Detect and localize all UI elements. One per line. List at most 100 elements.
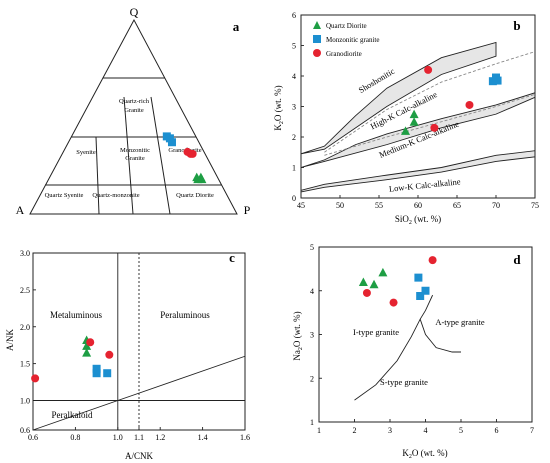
panel-c-granodiorite-point-3: [105, 350, 114, 359]
panel-d-monzonitic-granite-point-1: [414, 273, 423, 282]
panel-c-x-tick-label-0.8: 0.8: [70, 433, 80, 442]
panel-a: Q A P a Quartz-rich Granite Syenite Monz…: [16, 5, 251, 217]
panel-b-quartz-diorite-point-3: [409, 109, 419, 119]
field-label-metaluminous: Metaluminous: [50, 310, 102, 320]
panel-d-ticks: 1 2 3 4 5 6 7 1 2 3 4 5: [310, 243, 534, 435]
panel-b-x-tick-label-60: 60: [414, 201, 422, 210]
panel-b-x-axis-label: SiO2 (wt. %): [395, 214, 441, 226]
panel-b-y-tick-label-2: 2: [292, 133, 296, 142]
panel-b-granodiorite-point-2: [430, 123, 439, 132]
panel-c-x-tick-label-0.6: 0.6: [28, 433, 38, 442]
panel-b-y-axis-label: K2O (wt. %): [273, 85, 285, 130]
panel-letter-c: c: [229, 250, 235, 265]
field-label-quartz-syenite: Quartz Syenite: [45, 192, 84, 199]
panel-letter-b: b: [513, 18, 520, 33]
panel-letter-a: a: [233, 19, 240, 34]
panel-d-x-axis-label: K2O (wt. %): [402, 448, 447, 460]
panel-d-monzonitic-granite-point-3: [421, 286, 430, 295]
field-label-peralkaloid: Peralkaloid: [52, 410, 93, 420]
field-label-quartz-monzonite: Quartz-monzonite: [92, 192, 139, 199]
panel-c-y-tick-label-2.5: 2.5: [20, 286, 30, 295]
panel-c-y-tick-label-1.0: 1.0: [20, 397, 30, 406]
panel-c-x-tick-label-1.0: 1.0: [113, 433, 123, 442]
panel-b-series-bands: [300, 41, 536, 193]
panel-d-quartz-diorite-point-2: [369, 279, 379, 289]
panel-d-x-tick-label-7: 7: [530, 426, 534, 435]
field-label-syenite: Syenite: [76, 149, 96, 156]
panel-c-x-tick-label-1.2: 1.2: [155, 433, 165, 442]
panel-d-y-axis-label: Na2O (wt. %): [292, 311, 304, 360]
field-label-s-type: S-type granite: [380, 377, 428, 387]
panel-b-y-tick-label-5: 5: [292, 42, 296, 51]
panel-c-quartz-diorite-point-2: [82, 341, 92, 350]
panel-c-y-tick-label-1.5: 1.5: [20, 360, 30, 369]
panel-c-y-axis-label: A/NK: [5, 329, 15, 351]
panel-a-monzonitic-granite-point-3: [167, 138, 176, 147]
field-label-a-type: A-type granite: [435, 317, 485, 327]
panel-d-y-tick-label-2: 2: [310, 374, 314, 383]
field-boundary-granodiorite: [150, 96, 171, 215]
legend-marker-quartz-diorite: [313, 21, 321, 29]
panel-c-monzonitic-granite-point-2: [92, 369, 101, 378]
field-label-monzonitic-granite: Granite: [125, 155, 145, 162]
legend-label-quartz-diorite: Quartz Diorite: [326, 22, 367, 30]
panel-d-y-tick-label-3: 3: [310, 331, 314, 340]
panel-b-y-tick-label-6: 6: [292, 11, 296, 20]
field-label-monzonitic: Monzonitic: [120, 147, 150, 154]
legend-label-granodiorite: Granodiorite: [326, 50, 362, 58]
panel-b-y-tick-label-1: 1: [292, 164, 296, 173]
panel-letter-d: d: [513, 252, 521, 267]
panel-c-monzonitic-granite-point-1: [92, 364, 101, 373]
panel-c-granodiorite-point-2: [86, 338, 95, 347]
panel-a-granodiorite-point-3: [188, 149, 197, 158]
vertex-label-q: Q: [130, 5, 139, 19]
panel-c-y-tick-label-0.6: 0.6: [20, 426, 30, 435]
panel-d-x-tick-label-3: 3: [388, 426, 392, 435]
vertex-label-p: P: [244, 203, 251, 217]
panel-b-y-tick-label-3: 3: [292, 103, 296, 112]
panel-c-boundaries: [32, 253, 246, 431]
panel-b-x-tick-label-70: 70: [492, 201, 500, 210]
field-boundary-syenite: [95, 136, 100, 215]
panel-b-x-tick-label-45: 45: [297, 201, 305, 210]
panel-a-points: [162, 132, 207, 184]
panel-b-quartz-diorite-point-1: [401, 126, 411, 135]
panel-b-legend: Quartz Diorite Monzonitic granite Granod…: [313, 21, 379, 58]
panel-c-y-tick-label-2.0: 2.0: [20, 323, 30, 332]
field-label-i-type: I-type granite: [353, 327, 399, 337]
panel-d-x-tick-label-6: 6: [495, 426, 499, 435]
vertex-label-a: A: [16, 203, 25, 217]
field-label-quartz-diorite: Quartz Diorite: [176, 192, 214, 199]
dashed-divider-high-k: [324, 93, 536, 156]
panel-b-x-tick-label-75: 75: [531, 201, 539, 210]
panel-b-x-tick-label-65: 65: [453, 201, 461, 210]
panel-d-x-tick-label-4: 4: [424, 426, 428, 435]
panel-c: 0.6 0.8 1.0 1.1 1.2 1.4 1.60.61.01.52.02.53.0 …: [5, 249, 250, 461]
panel-c-y-tick-label-3.0: 3.0: [20, 249, 30, 258]
panel-d-granodiorite-point-3: [428, 256, 437, 265]
panel-c-quartz-diorite-point-3: [82, 348, 92, 357]
panel-d-granodiorite-point-1: [362, 288, 371, 297]
panel-b-points: [401, 65, 502, 135]
panel-b-monzonitic-granite-point-3: [493, 76, 502, 85]
panel-a-quartz-diorite-point-4: [197, 174, 207, 184]
panel-c-ticks: 0.6 0.8 1.0 1.1 1.2 1.4 1.6 0.6 1.0 1.5 2.0 2.5 3.0: [20, 249, 250, 442]
panel-d-x-tick-label-5: 5: [459, 426, 463, 435]
panel-b-x-tick-label-55: 55: [375, 201, 383, 210]
field-label-low-k: Low-K Calc-alkaline: [388, 176, 461, 193]
panel-d-quartz-diorite-point-1: [358, 277, 368, 286]
panel-c-x-tick-label-1.1: 1.1: [134, 433, 144, 442]
panel-d-points: [358, 256, 437, 307]
panel-c-monzonitic-granite-point-3: [103, 369, 112, 378]
band-shoshonitic-high-k: [300, 41, 497, 155]
panel-c-x-axis-label: A/CNK: [125, 451, 154, 461]
panel-d-boundaries: [354, 294, 461, 401]
field-label-granite: Granite: [124, 107, 144, 114]
legend-label-monzonitic-granite: Monzonitic granite: [326, 36, 379, 44]
panel-b-x-tick-label-50: 50: [336, 201, 344, 210]
boundary-anK-acnk: [32, 355, 246, 431]
panel-d-x-tick-label-1: 1: [317, 426, 321, 435]
field-boundary-monzonitic: [123, 96, 134, 215]
